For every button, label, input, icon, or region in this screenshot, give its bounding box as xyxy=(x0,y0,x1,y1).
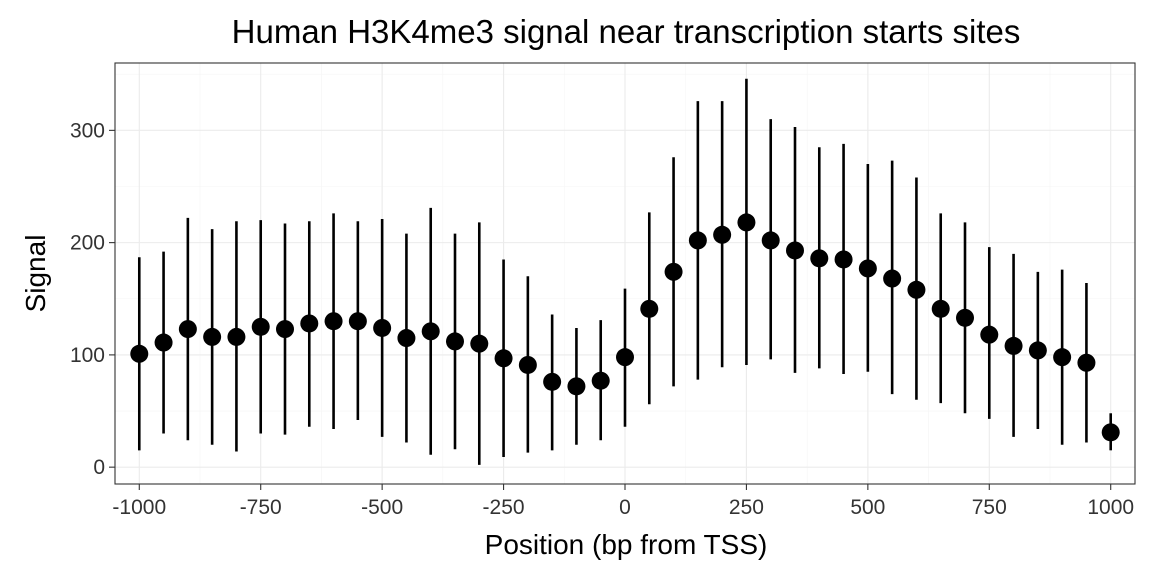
y-tick-label: 300 xyxy=(70,119,105,142)
data-point xyxy=(203,327,222,346)
y-axis: 0 100 200 300 xyxy=(70,119,115,479)
y-tick-label: 100 xyxy=(70,344,105,367)
data-point xyxy=(227,327,246,346)
data-point xyxy=(154,333,173,352)
x-tick-label: 1000 xyxy=(1087,496,1134,519)
x-tick-label: -500 xyxy=(361,496,403,519)
data-point xyxy=(300,314,319,333)
x-tick-label: -750 xyxy=(240,496,282,519)
data-point xyxy=(348,312,367,331)
x-tick-label: -250 xyxy=(483,496,525,519)
data-point xyxy=(1053,348,1072,367)
data-point xyxy=(858,259,877,278)
data-point xyxy=(1101,423,1120,442)
data-point xyxy=(446,332,464,351)
x-tick-label: 250 xyxy=(729,496,764,519)
data-point xyxy=(883,269,902,288)
data-point xyxy=(761,231,780,250)
y-axis-title: Signal xyxy=(20,235,51,313)
data-point xyxy=(397,329,416,348)
data-point xyxy=(907,280,926,299)
data-point xyxy=(834,250,853,269)
data-point xyxy=(956,308,974,327)
y-tick-label: 0 xyxy=(93,456,105,479)
data-point xyxy=(1077,353,1096,372)
data-point xyxy=(276,320,294,339)
data-point xyxy=(737,213,756,232)
data-points xyxy=(130,213,1120,442)
data-point xyxy=(786,241,804,260)
data-point xyxy=(688,231,707,250)
data-point xyxy=(616,348,634,367)
data-point xyxy=(1004,336,1023,355)
data-point xyxy=(130,344,149,363)
x-tick-label: 750 xyxy=(972,496,1007,519)
data-point xyxy=(591,371,610,390)
data-point xyxy=(251,317,270,336)
data-point xyxy=(421,322,440,341)
x-tick-label: -1000 xyxy=(112,496,166,519)
data-point xyxy=(1028,341,1047,360)
data-point xyxy=(373,318,392,337)
x-axis-title: Position (bp from TSS) xyxy=(485,529,768,560)
data-point xyxy=(518,355,537,374)
data-point xyxy=(640,299,659,318)
data-point xyxy=(178,320,197,339)
data-point xyxy=(494,349,513,368)
chart-title: Human H3K4me3 signal near transcription … xyxy=(232,13,1021,50)
data-point xyxy=(980,325,999,344)
data-point xyxy=(324,312,343,331)
data-point xyxy=(713,225,732,244)
data-point xyxy=(543,372,562,391)
data-point xyxy=(470,334,489,353)
data-point xyxy=(567,377,586,396)
data-point xyxy=(931,299,950,318)
x-tick-label: 500 xyxy=(850,496,885,519)
data-point xyxy=(664,262,683,281)
y-tick-label: 200 xyxy=(70,232,105,255)
x-axis: -1000 -750 -500 -250 0 250 500 750 1000 xyxy=(112,484,1134,519)
x-tick-label: 0 xyxy=(619,496,631,519)
plot-panel xyxy=(114,62,1136,485)
data-point xyxy=(810,249,829,268)
